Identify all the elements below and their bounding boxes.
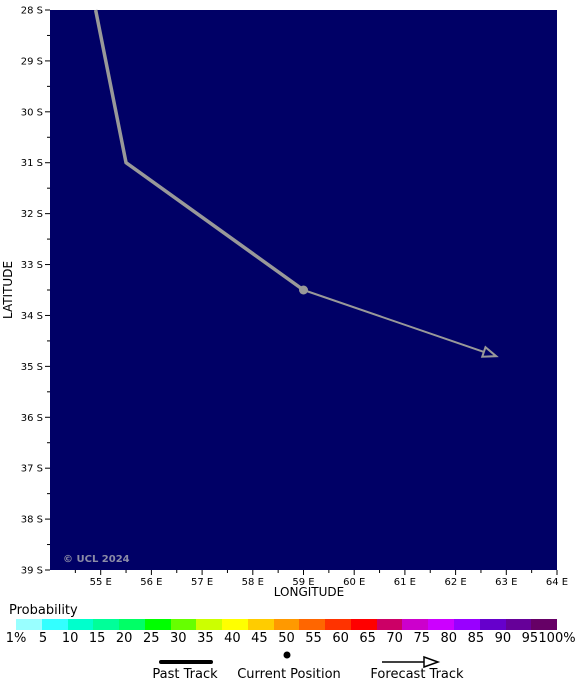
probability-swatch — [350, 619, 377, 630]
lon-tick-label: 62 E — [444, 577, 466, 588]
probability-tick-label: 100% — [538, 631, 576, 646]
probability-swatch — [479, 619, 506, 630]
probability-swatch — [170, 619, 197, 630]
forecast-track-arrow-icon — [423, 655, 441, 669]
forecast-track-label: Forecast Track — [370, 667, 464, 682]
probability-swatch — [222, 619, 248, 630]
probability-swatch — [531, 619, 558, 630]
lon-tick-label: 64 E — [546, 577, 568, 588]
past-track-label: Past Track — [152, 667, 218, 682]
lon-tick-label: 61 E — [394, 577, 416, 588]
probability-tick-label: 90 — [494, 631, 512, 646]
probability-tick-label: 55 — [305, 631, 322, 646]
probability-tick-label: 85 — [467, 631, 485, 646]
lat-tick-label: 34 S — [21, 311, 43, 322]
probability-swatch — [144, 619, 171, 630]
probability-tick-label: 10 — [61, 631, 79, 646]
forecast-arrow-icon — [480, 345, 499, 358]
probability-tick-label: 30 — [170, 631, 187, 646]
probability-swatch — [454, 619, 480, 630]
lon-tick-label: 58 E — [242, 577, 264, 588]
probability-swatch — [119, 619, 145, 630]
lon-tick-label: 59 E — [292, 577, 314, 588]
lon-tick-label: 56 E — [140, 577, 162, 588]
probability-swatch — [428, 619, 455, 630]
probability-tick-label: 60 — [332, 631, 349, 646]
lat-tick-label: 36 S — [21, 413, 43, 424]
lat-tick-label: 29 S — [21, 56, 43, 67]
lon-tick-label: 63 E — [495, 577, 517, 588]
probability-swatch — [402, 619, 429, 630]
probability-swatch — [16, 619, 42, 630]
probability-tick-label: 75 — [413, 631, 431, 646]
probability-tick-label: 15 — [88, 631, 106, 646]
track-map: 28 S 29 S 30 S 31 S 32 S 33 S 34 S 35 S 36 S 37 S… — [1, 6, 568, 600]
current-position-label: Current Position — [237, 667, 341, 682]
probability-tick-label: 65 — [359, 631, 376, 646]
probability-swatch — [325, 619, 351, 630]
probability-swatch — [247, 619, 274, 630]
probability-swatch — [67, 619, 94, 630]
latitude-axis: 28 S 29 S 30 S 31 S 32 S 33 S 34 S 35 S 36 S 37 S… — [21, 6, 50, 577]
probability-swatch — [273, 619, 300, 630]
probability-tick-label: 50 — [278, 631, 295, 646]
probability-tick-label: 70 — [386, 631, 403, 646]
track-key: Past Track Current Position Forecast Tra… — [0, 650, 580, 690]
forecast-track-line — [303, 289, 485, 353]
lat-tick-label: 35 S — [21, 362, 43, 373]
probability-tick-label: 40 — [224, 631, 241, 646]
y-axis-title: LATITUDE — [1, 261, 15, 319]
lat-tick-label: 33 S — [21, 260, 43, 271]
lat-tick-label: 28 S — [21, 6, 43, 17]
lat-tick-label: 31 S — [21, 158, 43, 169]
lon-tick-label: 57 E — [191, 577, 213, 588]
lon-tick-label: 55 E — [90, 577, 112, 588]
probability-swatch — [93, 619, 120, 630]
longitude-axis: 55 E 56 E 57 E 58 E 59 E 60 E 61 E 62 E 63 E 64 E — [74, 570, 568, 588]
lat-tick-label: 30 S — [21, 107, 43, 118]
probability-tick-label: 20 — [115, 631, 133, 646]
lat-tick-label: 39 S — [21, 566, 43, 577]
probability-tick-label: 95 — [521, 631, 539, 646]
x-axis-title: LONGITUDE — [274, 585, 344, 599]
probability-swatch — [196, 619, 223, 630]
probability-tick-label: 80 — [440, 631, 458, 646]
lat-tick-label: 37 S — [21, 464, 43, 475]
current-position-symbol — [283, 651, 291, 659]
probability-tick-label: 25 — [142, 631, 160, 646]
probability-tick-labels: 1% 5 10 15 20 25 30 35 40 45 50 55 60 65 70 75 80 85 90 95 1… — [0, 630, 580, 646]
probability-swatch — [41, 619, 68, 630]
past-track-line — [93, 9, 305, 292]
probability-color-scale — [16, 619, 558, 630]
legend-title: Probability — [9, 603, 78, 618]
probability-swatch — [376, 619, 403, 630]
lon-tick-label: 60 E — [343, 577, 365, 588]
probability-tick-label: 1% — [5, 631, 27, 646]
probability-swatch — [299, 619, 326, 630]
track-key-symbols — [159, 651, 441, 669]
storm-tracks — [93, 9, 499, 358]
probability-swatch — [505, 619, 532, 630]
copyright-label: © UCL 2024 — [63, 554, 130, 565]
current-position-marker — [299, 285, 308, 295]
lat-tick-label: 38 S — [21, 515, 43, 526]
lat-tick-label: 32 S — [21, 209, 43, 220]
probability-tick-label: 35 — [197, 631, 214, 646]
probability-tick-label: 45 — [251, 631, 268, 646]
probability-tick-label: 5 — [38, 631, 48, 646]
